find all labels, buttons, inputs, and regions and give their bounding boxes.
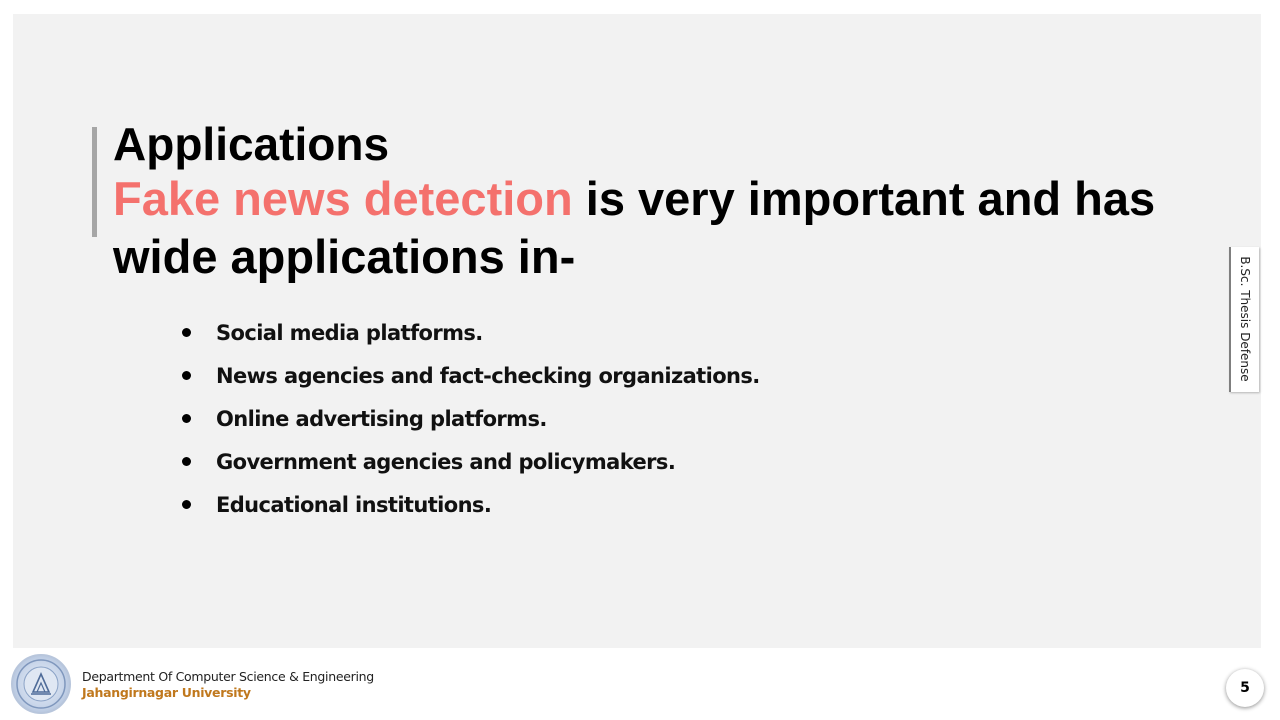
list-item-text: News agencies and fact-checking organiza… (216, 364, 760, 388)
slide-headline: Fake news detection is very important an… (113, 170, 1213, 286)
university-logo-icon (11, 654, 71, 714)
footer-department: Department Of Computer Science & Enginee… (82, 669, 374, 684)
applications-list: Social media platforms. News agencies an… (178, 313, 760, 528)
list-item: Social media platforms. (178, 313, 760, 356)
slide-title: Applications (113, 118, 390, 170)
bullet-icon (182, 500, 191, 509)
list-item: Online advertising platforms. (178, 399, 760, 442)
side-tab: B.Sc. Thesis Defense (1229, 247, 1259, 392)
title-block: Applications Fake news detection is very… (113, 118, 1213, 286)
list-item-text: Online advertising platforms. (216, 407, 547, 431)
page-number-badge: 5 (1226, 669, 1264, 707)
slide-panel (13, 14, 1261, 648)
bullet-icon (182, 457, 191, 466)
list-item-text: Government agencies and policymakers. (216, 450, 676, 474)
list-item: Educational institutions. (178, 485, 760, 528)
bullet-icon (182, 328, 191, 337)
headline-highlight: Fake news detection (113, 172, 573, 225)
list-item: News agencies and fact-checking organiza… (178, 356, 760, 399)
list-item-text: Educational institutions. (216, 493, 492, 517)
headline-rest: is very important and has wide applicati… (113, 172, 1156, 283)
bullet-icon (182, 371, 191, 380)
side-tab-label: B.Sc. Thesis Defense (1238, 256, 1252, 382)
bullet-icon (182, 414, 191, 423)
footer-university: Jahangirnagar University (82, 685, 251, 700)
list-item: Government agencies and policymakers. (178, 442, 760, 485)
list-item-text: Social media platforms. (216, 321, 483, 345)
title-accent-bar (92, 127, 97, 237)
